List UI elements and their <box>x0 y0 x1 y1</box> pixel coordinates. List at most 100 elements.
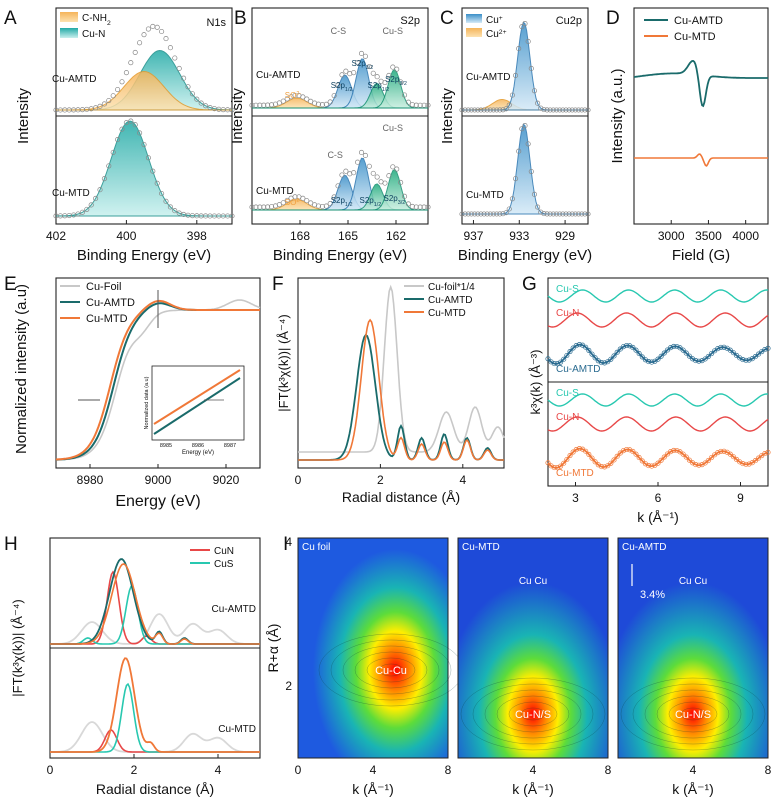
series-amtd-data <box>401 92 408 98</box>
heatmap-peak-label: Cu-N/S <box>675 709 711 721</box>
series-amtd-data <box>355 60 361 66</box>
panel-letter: E <box>4 274 17 295</box>
series-mtd-data <box>715 450 721 456</box>
series-mtd-data <box>119 126 125 132</box>
series-mtd-data <box>382 180 388 186</box>
series-amtd-data <box>500 107 506 113</box>
series-amtd-data <box>484 107 490 113</box>
series-mtd-data <box>592 459 598 465</box>
series-mtd-data <box>586 451 592 457</box>
series-mtd-data <box>331 194 337 200</box>
inset-tick-label: 8985 <box>160 443 172 449</box>
panel-letter: A <box>4 8 17 29</box>
series-amtd-data <box>680 347 686 353</box>
series-mtd-data <box>79 209 85 215</box>
series-amtd-data <box>721 344 727 350</box>
series-mtd-data <box>335 183 341 189</box>
contour <box>508 701 558 727</box>
series-mtd-data <box>394 166 400 172</box>
series-amtd-data <box>194 96 200 102</box>
series-mtd-data <box>229 213 235 219</box>
series-mtd-data <box>752 458 758 464</box>
series-mtd-data <box>253 204 259 210</box>
series-amtd-data <box>304 96 310 102</box>
x-axis-label: k (Å⁻¹) <box>672 781 714 797</box>
contour <box>378 663 404 677</box>
series-amtd-data <box>575 107 582 113</box>
series-amtd-data <box>141 32 147 38</box>
series-mtd-data <box>484 211 490 217</box>
series-mtd-data <box>727 451 733 457</box>
contour <box>644 689 742 739</box>
series-amtd-data <box>762 347 768 353</box>
series-amtd-label-sample: Cu-AMTD <box>556 364 600 375</box>
series-amtd-data <box>481 107 487 113</box>
x-axis-label: Binding Energy (eV) <box>77 247 211 264</box>
series-amtd-data <box>327 99 333 105</box>
series-amtd-data <box>465 107 471 113</box>
series-amtd-data <box>554 361 560 367</box>
annotation-s2p-amtd-1: S2p1/2 <box>331 81 353 93</box>
series-amtd-data <box>261 102 267 108</box>
series-amtd-data <box>132 49 138 55</box>
contour <box>330 639 452 701</box>
series-amtd-data <box>630 344 636 351</box>
series-mtd-label-sample: Cu-MTD <box>556 468 594 479</box>
series-mtd-data <box>579 211 585 217</box>
series-amtd-data <box>468 107 475 113</box>
series-amtd-data <box>382 79 388 86</box>
x-tick-label: 937 <box>463 229 483 243</box>
legend-label-cu1: Cu+ <box>486 15 503 27</box>
series-amtd-data <box>425 102 431 108</box>
series-mtd-data <box>649 463 655 469</box>
series-amtd-data <box>335 82 341 88</box>
series-amtd-data <box>394 66 400 72</box>
series-mtd-data <box>145 155 151 161</box>
x-tick-label: 4 <box>530 763 537 777</box>
series-amtd-data <box>563 107 569 113</box>
series-mtd-data <box>576 446 582 452</box>
series-amtd-data <box>573 343 579 349</box>
series-amtd-data <box>649 359 655 365</box>
panel-letter: G <box>522 274 537 295</box>
series-amtd-data <box>374 74 380 80</box>
annotation-so4-mtd: SO2- <box>285 198 302 207</box>
series-mtd-data <box>362 152 368 159</box>
y-axis-label: Intensity <box>15 88 32 144</box>
heatmap-frame <box>457 537 609 759</box>
series-mtd-cun <box>55 120 232 217</box>
x-tick-label: 2 <box>131 763 138 777</box>
series-amtd-data <box>668 345 674 351</box>
series-amtd-data <box>541 107 547 113</box>
panel-letter: I <box>283 534 288 555</box>
series-mtd <box>634 153 768 167</box>
x-tick-label: 0 <box>295 763 302 777</box>
series-amtd-data <box>582 107 588 113</box>
y-tick-label: 4 <box>285 535 292 549</box>
x-tick-label: 8 <box>445 763 452 777</box>
heatmap-peak-label: Cu-N/S <box>515 709 551 721</box>
panel-letter: F <box>272 274 284 295</box>
panel-letter: D <box>606 8 620 29</box>
series-mtd-data <box>137 130 143 136</box>
series-amtd-data <box>531 88 538 94</box>
series-mtd-label-cus: Cu-S <box>556 388 579 399</box>
series-mtd-total <box>50 657 260 753</box>
series-amtd-data <box>229 107 235 113</box>
series-mtd-data <box>699 462 705 468</box>
series-mtd-data <box>567 452 573 459</box>
x-tick-label: 0 <box>295 473 302 487</box>
heatmap-cu-cu-label: Cu Cu <box>519 576 547 587</box>
series-amtd-data <box>253 102 259 108</box>
series-mtd-data <box>582 211 588 217</box>
legend-swatch-cun <box>60 28 78 38</box>
series-mtd-data <box>132 122 138 128</box>
series-mtd-data <box>696 462 702 468</box>
series-amtd-data <box>315 101 322 107</box>
x-axis-label: Energy (eV) <box>115 493 200 510</box>
contour <box>342 645 440 695</box>
x-tick-label: 4 <box>690 763 697 777</box>
series-mtd-data <box>512 176 519 182</box>
series-mtd-data <box>358 149 365 156</box>
series-mtd-data <box>746 461 752 467</box>
